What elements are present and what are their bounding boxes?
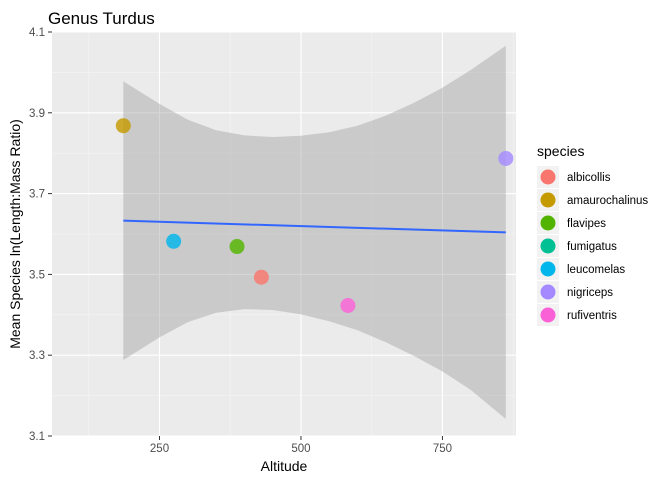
legend-swatch-leucomelas <box>540 261 556 277</box>
point-albicollis <box>253 269 269 285</box>
major-grid <box>52 31 516 437</box>
y-axis-ticks: 3.1 3.3 3.5 3.7 3.9 4.1 <box>29 27 52 443</box>
legend-swatch-albicollis <box>540 169 556 185</box>
y-tick-label: 3.9 <box>29 108 45 120</box>
legend-swatch-amaurochalinus <box>540 192 556 208</box>
y-tick-label: 3.7 <box>29 189 45 201</box>
x-tick-label: 750 <box>433 443 452 455</box>
point-nigriceps <box>498 150 514 166</box>
legend-label-leucomelas: leucomelas <box>567 264 625 276</box>
regression-line-group <box>123 219 506 234</box>
legend: species albicollis amaurochalinus flavipes… <box>537 143 648 326</box>
legend-swatch-fumigatus <box>540 238 556 254</box>
legend-swatch-nigriceps <box>540 284 556 300</box>
x-tick-label: 250 <box>150 443 169 455</box>
legend-label-flavipes: flavipes <box>567 218 606 230</box>
minor-grid <box>52 32 516 436</box>
points-group <box>115 118 514 314</box>
legend-title: species <box>537 143 584 159</box>
legend-label-nigriceps: nigriceps <box>567 287 613 299</box>
legend-label-fumigatus: fumigatus <box>567 241 617 253</box>
x-tick-label: 500 <box>291 443 310 455</box>
legend-items: albicollis amaurochalinus flavipes fumigatu… <box>537 166 648 326</box>
y-tick-label: 3.1 <box>29 431 45 443</box>
y-tick-label: 4.1 <box>29 27 45 39</box>
confidence-band-group <box>123 45 506 419</box>
legend-label-rufiventris: rufiventris <box>567 310 617 322</box>
y-axis-title: Mean Species ln(Length:Mass Ratio) <box>7 119 23 349</box>
chart-title: Genus Turdus <box>48 9 155 28</box>
point-flavipes <box>229 239 245 255</box>
point-rufiventris <box>340 298 356 314</box>
y-tick-label: 3.5 <box>29 269 45 281</box>
confidence-band <box>123 45 506 419</box>
x-axis-title: Altitude <box>261 458 308 474</box>
x-axis-ticks: 250 500 750 <box>150 436 452 455</box>
legend-label-amaurochalinus: amaurochalinus <box>567 195 648 207</box>
regression-line <box>123 219 506 234</box>
point-leucomelas <box>166 233 182 249</box>
legend-swatch-rufiventris <box>540 307 556 323</box>
point-amaurochalinus <box>115 118 131 134</box>
legend-swatch-flavipes <box>540 215 556 231</box>
legend-label-albicollis: albicollis <box>567 172 611 184</box>
y-tick-label: 3.3 <box>29 350 45 362</box>
